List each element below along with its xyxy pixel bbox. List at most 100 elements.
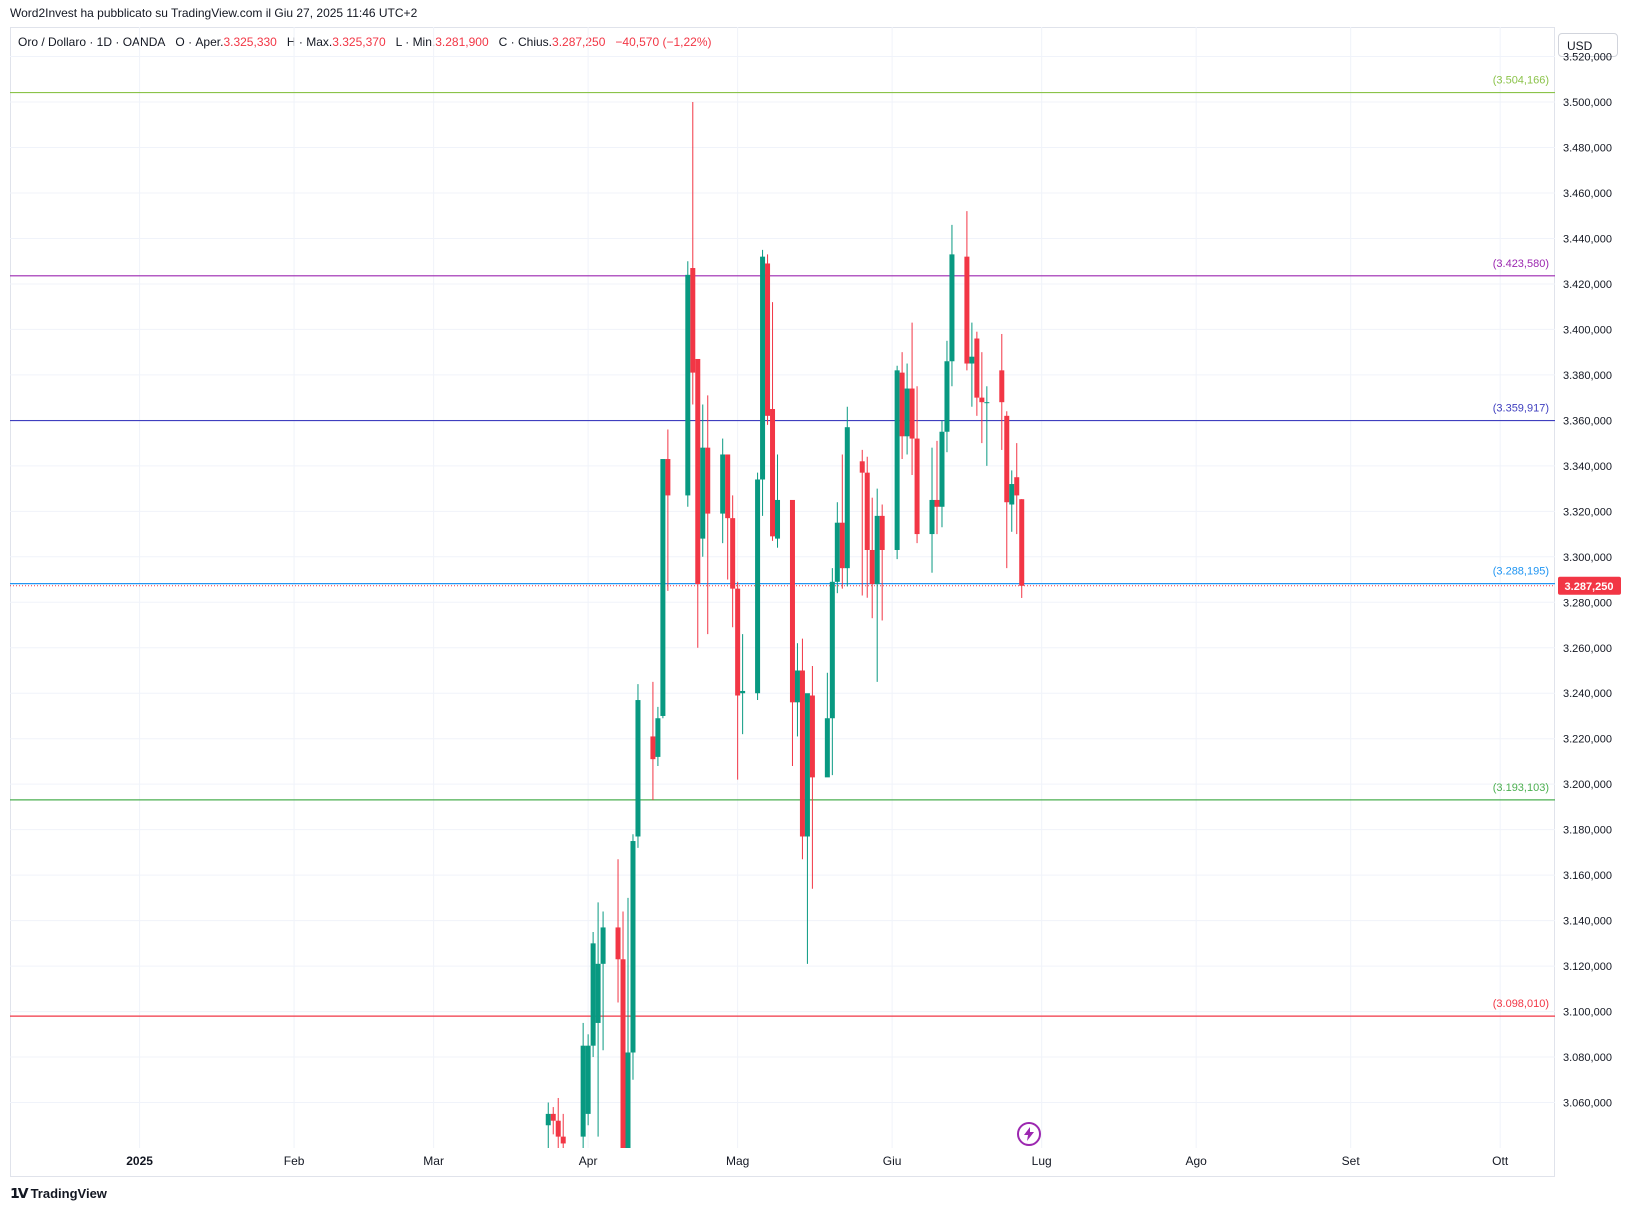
candle-body	[625, 1052, 631, 1148]
time-tick-label: Ago	[1185, 1154, 1207, 1168]
candle	[864, 456, 870, 598]
candle	[869, 497, 875, 619]
change-value: −40,570	[615, 35, 660, 49]
candle	[859, 449, 865, 596]
candle-body	[979, 397, 985, 403]
candle-body	[974, 338, 980, 398]
price-tick-label: 3.220,000	[1563, 734, 1612, 746]
candle	[799, 638, 805, 860]
candle	[615, 859, 621, 1003]
candle-body	[760, 256, 766, 480]
candle	[999, 333, 1005, 450]
candle-body	[620, 959, 626, 1148]
candle	[690, 102, 696, 405]
open-value: 3.325,330	[223, 35, 277, 49]
level-label: (3.504,166)	[1493, 75, 1549, 87]
time-tick-label: Lug	[1032, 1154, 1052, 1168]
price-tick-label: 3.400,000	[1563, 324, 1612, 336]
candle	[770, 302, 776, 541]
candle	[804, 693, 810, 964]
tradingview-logo-icon: 𝟭𝗩	[10, 1185, 29, 1201]
candle	[620, 911, 626, 1148]
time-tick-label: Giu	[883, 1154, 902, 1168]
candle	[630, 834, 636, 1080]
candle-body	[1004, 415, 1010, 503]
price-tick-label: 3.180,000	[1563, 825, 1612, 837]
candle	[894, 365, 900, 560]
candle-body	[545, 1113, 551, 1126]
candle-body	[555, 1120, 561, 1137]
symbol-label[interactable]: Oro / Dollaro · 1D · OANDA	[18, 35, 166, 49]
price-tick-label: 3.160,000	[1563, 870, 1612, 882]
price-tick-label: 3.200,000	[1563, 779, 1612, 791]
time-tick-label: Apr	[579, 1154, 598, 1168]
candle	[555, 1097, 561, 1148]
price-tick-label: 3.440,000	[1563, 233, 1612, 245]
price-tick-label: 3.340,000	[1563, 461, 1612, 473]
candle	[760, 249, 766, 516]
last-price-tag: 3.287,250	[1558, 576, 1621, 595]
close-label: C	[498, 35, 508, 49]
candle-body	[834, 522, 840, 582]
candle	[824, 672, 830, 778]
candle	[700, 404, 706, 557]
open-label: O	[175, 35, 185, 49]
candle-body	[904, 388, 910, 437]
price-tick-label: 3.100,000	[1563, 1007, 1612, 1019]
candle	[695, 358, 701, 648]
candle-body	[944, 361, 950, 432]
candle-body	[615, 927, 621, 960]
candle	[775, 454, 781, 548]
time-tick-label: Mag	[726, 1154, 749, 1168]
candle-body	[1009, 484, 1015, 505]
level-label: (3.423,580)	[1493, 258, 1549, 270]
close-value: 3.287,250	[552, 35, 606, 49]
candle-body	[964, 256, 970, 364]
change-percent: (−1,22%)	[662, 35, 712, 49]
candle	[934, 440, 940, 535]
high-label: H	[286, 35, 296, 49]
candle	[650, 681, 656, 801]
last-price-box	[1558, 576, 1621, 595]
candle-body	[949, 254, 955, 362]
candle-body	[909, 388, 915, 439]
price-tick-label: 3.420,000	[1563, 279, 1612, 291]
candle-body	[580, 1045, 586, 1137]
candle	[665, 429, 671, 591]
candle-body	[665, 459, 671, 496]
lightning-icon[interactable]	[1017, 1122, 1041, 1146]
candles	[545, 102, 1025, 1148]
candle-body	[899, 372, 905, 437]
candle	[580, 1022, 586, 1148]
candle	[979, 352, 985, 444]
candle	[585, 1034, 591, 1126]
candle	[929, 447, 935, 573]
candle-body	[770, 409, 776, 537]
currency-unit-button[interactable]: USD	[1558, 33, 1618, 57]
candle	[560, 1113, 566, 1148]
candle-body	[914, 438, 920, 535]
horizontal-levels: (3.504,166) (3.423,580) (3.359,917) (3.288,…	[10, 75, 1555, 1017]
level-label: (3.288,195)	[1493, 566, 1549, 578]
candle-body	[929, 499, 935, 535]
price-tick-label: 3.240,000	[1563, 688, 1612, 700]
candle	[984, 386, 990, 466]
candle-body	[1019, 499, 1025, 586]
candle-body	[740, 690, 746, 694]
price-tick-label: 3.320,000	[1563, 506, 1612, 518]
low-value: 3.281,900	[435, 35, 489, 49]
price-axis[interactable]: 3.060,000 3.080,000 3.100,000 3.120,000 3.14…	[1563, 52, 1612, 1110]
candle-body	[794, 670, 800, 703]
time-tick-label: Feb	[284, 1154, 305, 1168]
candle-body	[934, 499, 940, 507]
candle-body	[864, 472, 870, 550]
candle-body	[939, 431, 945, 507]
candle	[545, 1102, 551, 1148]
candle-body	[874, 515, 880, 585]
candle	[600, 911, 606, 1051]
candle	[914, 386, 920, 544]
price-tick-label: 3.060,000	[1563, 1098, 1612, 1110]
candle-body	[799, 670, 805, 837]
time-axis[interactable]: 2025 Feb Mar Apr Mag Giu Lug Ago Set Ott	[126, 1154, 1509, 1168]
